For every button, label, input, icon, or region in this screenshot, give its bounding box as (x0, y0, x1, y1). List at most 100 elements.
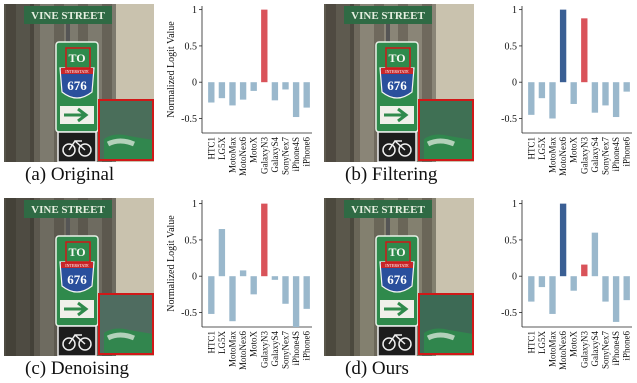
x-tick-label-LG5X: LG5X (217, 137, 227, 160)
x-tick-label-GalaxyS4: GalaxyS4 (590, 137, 600, 173)
bar-GalaxyN3 (261, 203, 268, 277)
bar-SonyNex7 (282, 276, 289, 304)
x-tick-label-HTC1: HTC1 (206, 331, 216, 354)
x-tick-label-LG5X: LG5X (537, 331, 547, 354)
y-tick-label: -0.5 (501, 114, 517, 125)
x-tick-label-iPhone6: iPhone6 (302, 331, 312, 361)
y-tick-label: 0 (512, 272, 517, 283)
bar-HTC1 (528, 276, 535, 302)
bar-HTC1 (208, 276, 215, 314)
y-tick-label: 1 (192, 199, 197, 210)
bar-MotoMax (549, 276, 556, 314)
x-tick-label-GalaxyN3: GalaxyN3 (259, 331, 269, 368)
bar-HTC1 (528, 82, 535, 115)
bar-GalaxyS4 (271, 82, 279, 101)
interstate-text: INTERSTATE (385, 69, 409, 74)
bar-LG5X (218, 82, 226, 99)
photo-denoising: VINE STREET TO INTERSTATE 676 (4, 198, 154, 356)
interstate-text: INTERSTATE (385, 263, 409, 268)
to-text: TO (388, 245, 405, 259)
bar-iPhone6 (623, 82, 630, 92)
bar-GalaxyS4 (271, 276, 279, 280)
y-axis-label: Normalized Logit Value (166, 21, 177, 118)
x-tick-label-SonyNex7: SonyNex7 (601, 331, 611, 369)
x-tick-label-iPhone6: iPhone6 (622, 137, 632, 167)
bar-MotoMax (229, 82, 236, 106)
x-tick-label-GalaxyN3: GalaxyN3 (579, 137, 589, 174)
x-tick-label-HTC1: HTC1 (526, 331, 536, 354)
bar-LG5X (538, 82, 546, 99)
to-text: TO (68, 51, 85, 65)
route-number-text: 676 (67, 272, 87, 287)
x-tick-label-MotoMax: MotoMax (228, 331, 238, 368)
x-tick-label-iPhone6: iPhone6 (302, 137, 312, 167)
bar-iPhone4S (612, 82, 620, 118)
y-tick-label: 1 (512, 5, 517, 16)
x-tick-label-iPhone6: iPhone6 (622, 331, 632, 361)
x-tick-label-iPhone4S: iPhone4S (291, 331, 301, 366)
y-tick-label: 0 (512, 78, 517, 89)
to-text: TO (388, 51, 405, 65)
bar-MotoNex6 (239, 82, 247, 100)
y-tick-label: 0.5 (185, 41, 198, 52)
x-tick-label-GalaxyS4: GalaxyS4 (270, 137, 280, 173)
route-number-text: 676 (387, 78, 407, 93)
bar-GalaxyS4 (591, 232, 599, 277)
caption-original: (a) Original (25, 164, 115, 185)
bar-LG5X (218, 229, 226, 277)
x-tick-label-MotoMax: MotoMax (228, 137, 238, 174)
y-tick-label: 1 (512, 199, 517, 210)
x-tick-label-GalaxyN3: GalaxyN3 (579, 331, 589, 368)
bar-GalaxyN3 (581, 264, 588, 277)
bar-HTC1 (208, 82, 215, 103)
bar-iPhone4S (612, 276, 620, 322)
caption-ours: (d) Ours (345, 358, 409, 379)
route-number-text: 676 (67, 78, 87, 93)
y-axis-label: Normalized Logit Value (166, 215, 177, 312)
x-tick-label-GalaxyS4: GalaxyS4 (590, 331, 600, 367)
street-sign-text: VINE STREET (31, 204, 105, 216)
route-number-text: 676 (387, 272, 407, 287)
x-tick-label-HTC1: HTC1 (206, 137, 216, 160)
bar-iPhone4S (292, 82, 300, 118)
y-tick-label: -0.5 (501, 308, 517, 319)
to-text: TO (68, 245, 85, 259)
x-tick-label-MotoNex6: MotoNex6 (238, 137, 248, 176)
bar-iPhone4S (292, 276, 300, 327)
bar-iPhone6 (623, 276, 630, 301)
x-tick-label-LG5X: LG5X (537, 137, 547, 160)
x-tick-label-MotoX: MotoX (249, 331, 259, 358)
bar-MotoNex6 (559, 203, 567, 277)
street-sign-text: VINE STREET (351, 204, 425, 216)
bar-MotoX (570, 276, 577, 291)
bar-MotoNex6 (239, 270, 247, 277)
bar-MotoX (250, 276, 257, 295)
y-tick-label: -0.5 (181, 308, 197, 319)
bar-iPhone6 (303, 276, 310, 309)
bar-MotoNex6 (559, 9, 567, 83)
bar-MotoMax (549, 82, 556, 119)
street-sign-text: VINE STREET (351, 10, 425, 22)
x-tick-label-iPhone4S: iPhone4S (611, 331, 621, 366)
x-tick-label-MotoNex6: MotoNex6 (558, 137, 568, 176)
caption-denoising: (c) Denoising (25, 358, 129, 379)
x-tick-label-iPhone4S: iPhone4S (291, 137, 301, 172)
bar-MotoX (570, 82, 577, 104)
x-tick-label-MotoMax: MotoMax (548, 331, 558, 368)
y-tick-label: 0.5 (505, 41, 518, 52)
y-tick-label: 0.5 (505, 235, 518, 246)
x-tick-label-GalaxyS4: GalaxyS4 (270, 331, 280, 367)
bar-GalaxyN3 (261, 9, 268, 83)
photo-filtering: VINE STREET TO INTERSTATE 676 (324, 4, 474, 162)
photo-original: VINE STREET TO INTERSTATE 676 (4, 4, 154, 162)
x-tick-label-MotoNex6: MotoNex6 (238, 331, 248, 370)
caption-filtering: (b) Filtering (345, 164, 438, 185)
interstate-text: INTERSTATE (65, 263, 89, 268)
x-tick-label-MotoMax: MotoMax (548, 137, 558, 174)
bar-iPhone6 (303, 82, 310, 108)
x-tick-label-MotoX: MotoX (249, 137, 259, 164)
bar-MotoX (250, 82, 257, 91)
y-tick-label: 0.5 (185, 235, 198, 246)
